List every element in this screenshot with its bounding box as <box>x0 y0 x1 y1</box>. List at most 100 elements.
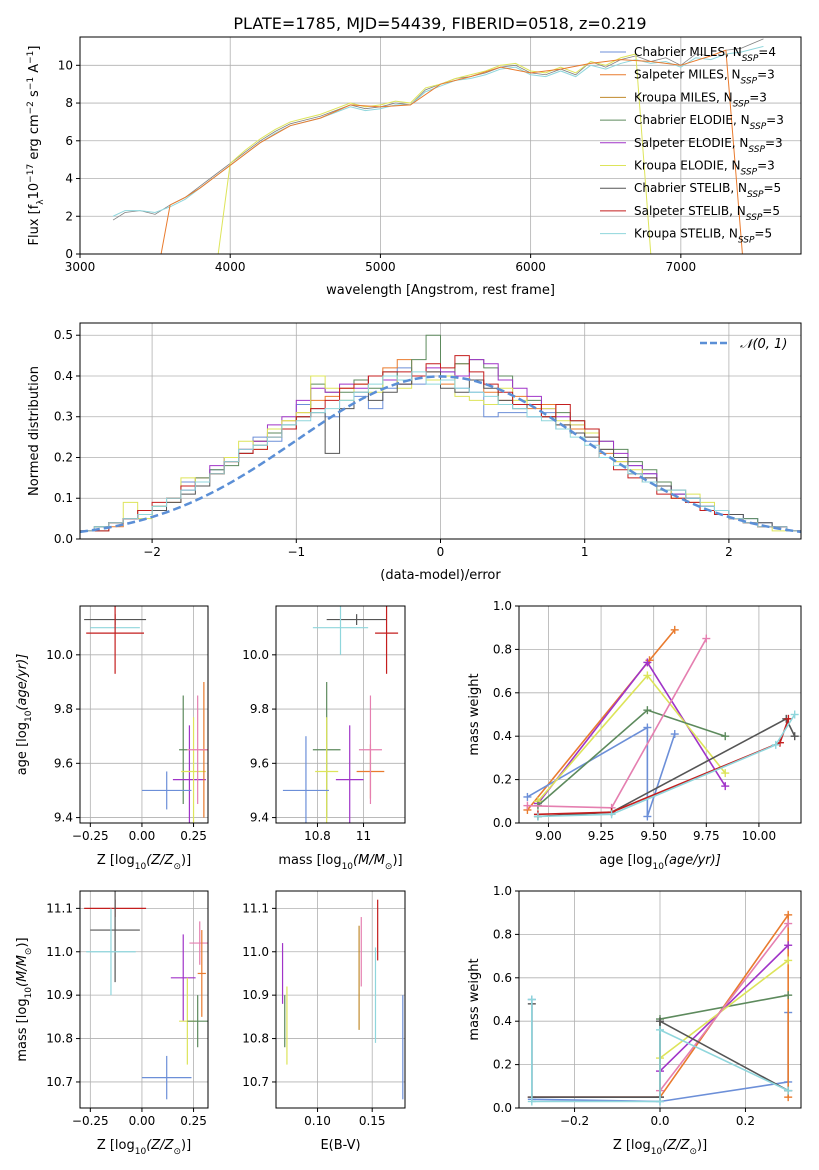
y-tick-label: 0.8 <box>493 642 512 656</box>
x-axis-label-part: )] <box>181 1138 191 1153</box>
plus-marker <box>784 991 793 1000</box>
x-axis-label-part: 10 <box>651 1147 663 1157</box>
legend-label-part: Kroupa MILES, N <box>634 90 733 104</box>
legend-label-part: Salpeter ELODIE, N <box>634 136 748 150</box>
y-tick-label: 2 <box>65 209 73 223</box>
errorbar-point <box>181 717 206 823</box>
plot-area-massweight-vs-age <box>523 625 799 821</box>
y-tick-label: 0.4 <box>54 369 73 383</box>
x-axis-label-part: 10 <box>652 862 664 872</box>
plus-marker <box>656 1097 664 1106</box>
legend-label-part: =3 <box>757 68 775 82</box>
legend-label-part: =5 <box>762 204 780 218</box>
y-tick-label: 9.8 <box>250 702 269 716</box>
y-axis-label-part: s <box>27 90 42 101</box>
axes-frame <box>79 890 209 1109</box>
x-tick-label: 0.00 <box>129 1114 156 1128</box>
x-axis-label-part: Z [log <box>97 853 135 868</box>
y-axis-label: mass weight <box>467 958 482 1040</box>
plus-marker <box>784 910 793 919</box>
axes-frame <box>79 36 802 255</box>
x-axis-label-part: 10 <box>135 1147 147 1157</box>
x-axis-label-part: (Z/Z <box>662 1138 690 1153</box>
x-tick-label: 9.25 <box>588 829 615 843</box>
legend-label-part: =4 <box>758 45 776 59</box>
plus-marker <box>656 1025 664 1034</box>
y-tick-label: 0.4 <box>493 729 512 743</box>
plus-marker <box>670 730 679 739</box>
plus-marker <box>656 1017 664 1026</box>
x-axis-label-part: ⊙ <box>385 862 393 872</box>
x-tick-label: 10.8 <box>304 829 331 843</box>
legend-label-part: SSP <box>741 168 758 178</box>
x-axis-label-part: Z [log <box>613 1138 651 1153</box>
x-tick-label: 0.00 <box>129 829 156 843</box>
x-axis-label: mass [log10(M/M⊙)] <box>278 853 402 872</box>
y-tick-label: 0.2 <box>493 1058 512 1072</box>
x-axis-label: wavelength [Angstrom, rest frame] <box>326 283 555 298</box>
errorbar-point <box>375 606 399 674</box>
x-tick-label: 9.00 <box>535 829 562 843</box>
y-tick-label: 11.0 <box>46 945 73 959</box>
legend-label: 𝒩(0, 1) <box>740 337 787 352</box>
y-tick-label: 10.8 <box>242 1032 269 1046</box>
y-axis-label-part: λ <box>36 199 46 205</box>
hist-chabrier-stelib <box>80 371 801 532</box>
x-tick-label: 9.50 <box>640 829 667 843</box>
x-tick-label: 9.75 <box>693 829 720 843</box>
y-axis-label: mass [log10(M/M⊙)] <box>15 937 34 1061</box>
axes-massweight-vs-Z: −0.2 0.0 0.2 0.0 0.2 0.4 0.6 0.8 1.0 Z [log10(Z/Z… <box>467 884 802 1157</box>
x-axis-label: (data-model)/error <box>380 568 501 583</box>
plus-marker <box>784 941 793 950</box>
hist-chabrier-elodie <box>80 334 801 532</box>
errorbar-point <box>90 891 140 983</box>
y-axis-label-part: (age/yr)] <box>15 654 30 711</box>
legend-label-part: =3 <box>757 159 775 173</box>
y-axis-label-part: ⊙ <box>24 948 34 956</box>
errorbar-point <box>358 695 382 805</box>
plot-area-mass-vs-Z <box>84 891 208 1100</box>
x-axis-label-part: 10 <box>342 862 354 872</box>
y-tick-label: 9.6 <box>250 756 269 770</box>
axes-age-vs-Z: −0.25 0.00 0.259.49.69.810.0Z [log10(Z/Z⊙)… <box>15 605 209 872</box>
legend-label-part: Chabrier STELIB, N <box>634 181 747 195</box>
legend-label-part: Kroupa ELODIE, N <box>634 159 741 173</box>
panel-age-vs-Z: −0.25 0.00 0.259.49.69.810.0Z [log10(Z/Z⊙)… <box>15 605 209 872</box>
x-tick-label: −0.25 <box>72 829 109 843</box>
plot-area-mass-vs-ebv <box>281 899 404 1100</box>
x-tick-label: 1 <box>581 545 589 559</box>
x-axis-label-part: ⊙ <box>689 1147 697 1157</box>
plus-marker <box>643 671 652 680</box>
errorbar-point <box>282 736 329 823</box>
grid-mass-vs-Z <box>80 891 208 1108</box>
legend-label-part: =3 <box>766 113 784 127</box>
gaussian-curve <box>80 375 801 534</box>
errorbar-point <box>141 771 192 810</box>
legend-label-part: Salpeter MILES, N <box>634 68 741 82</box>
x-tick-label: −0.2 <box>560 1114 589 1128</box>
y-tick-label: 9.4 <box>54 811 73 825</box>
panel-residuals: −2 −1 0 1 2 0.0 0.1 0.2 0.3 0.4 0.5 (data-model)/er… <box>27 322 802 583</box>
y-tick-label: 10.9 <box>46 988 73 1002</box>
plus-marker <box>721 732 730 741</box>
x-axis-label-part: ⊙ <box>173 1147 181 1157</box>
plot-area-residuals <box>80 334 801 534</box>
y-tick-label: 0 <box>65 247 73 261</box>
weight-line <box>537 709 726 807</box>
y-axis-label-part: )] <box>15 937 30 947</box>
series-kroupa-elodie <box>217 53 652 254</box>
plus-marker <box>533 812 542 821</box>
weight-line <box>537 714 796 818</box>
axes-massweight-vs-age: 9.00 9.25 9.50 9.75 10.00 0.0 0.2 0.4 0.6 0.8 1.0 a… <box>467 599 802 872</box>
y-tick-label: 0.0 <box>493 816 512 830</box>
y-axis-label-part: age [log <box>15 722 30 775</box>
plus-marker <box>643 812 652 821</box>
legend-label-part: SSP <box>747 190 764 200</box>
plus-marker <box>643 658 652 667</box>
axes-frame <box>518 605 802 824</box>
panel-massweight-vs-Z: −0.2 0.0 0.2 0.0 0.2 0.4 0.6 0.8 1.0 Z [log10(Z/Z… <box>467 884 802 1157</box>
x-axis-label: age [log10(age/yr)] <box>599 853 721 872</box>
x-axis-label-part: )] <box>181 853 191 868</box>
